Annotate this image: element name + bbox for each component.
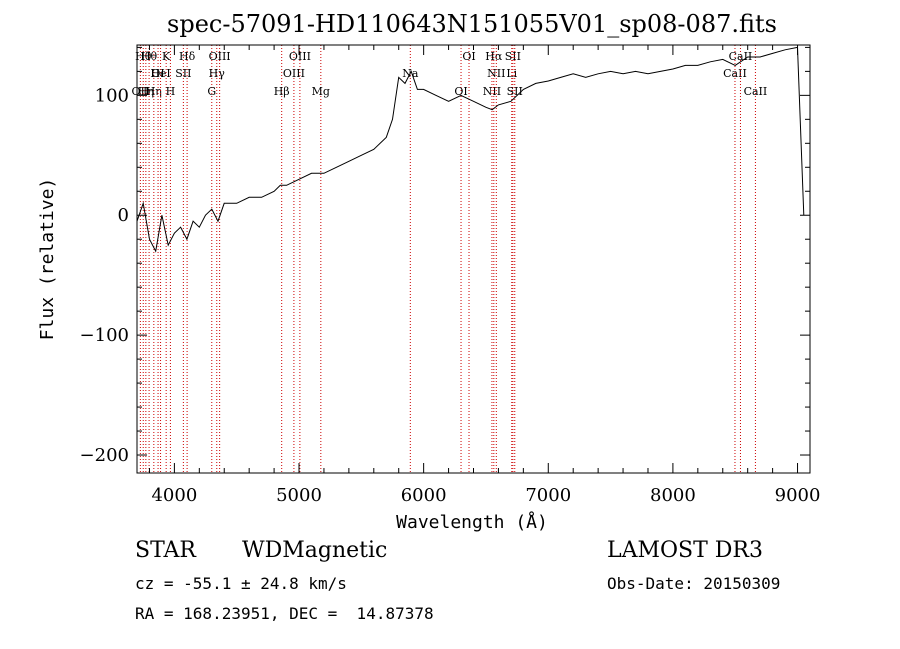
spectral-line-label: Hη [146, 85, 162, 98]
spectral-line-label: Hγ [209, 67, 226, 80]
spectral-line-label: Mg [312, 85, 330, 98]
spectral-line-label: Hη [138, 85, 154, 98]
ticks-layer: 4000 5000 6000 7000 8000 9000 −200 −100 0 100 [80, 45, 821, 506]
spectral-line-label: SII [505, 50, 521, 63]
spectral-line-label: Hθ [141, 50, 158, 63]
spectral-line-label: Hθ [135, 50, 152, 63]
spectral-line-label: NII [487, 67, 505, 80]
y-tick-label: −200 [80, 445, 129, 466]
y-tick-label: 0 [118, 205, 129, 226]
y-axis-label: Flux (relative) [37, 178, 58, 341]
spectral-line-label: OIII [283, 67, 305, 80]
redshift-text: cz = -55.1 ± 24.8 km/s [135, 574, 347, 593]
spectral-line-label: NII [483, 85, 501, 98]
spectral-line-label: Hδ [179, 50, 196, 63]
x-axis-label: Wavelength (Å) [396, 511, 548, 533]
object-class: STAR [135, 538, 196, 563]
spectral-line-label: OIII [209, 50, 231, 63]
x-tick-label: 9000 [775, 485, 821, 506]
x-tick-label: 5000 [276, 485, 322, 506]
spectral-line-label: SII [175, 67, 191, 80]
x-tick-label: 4000 [151, 485, 197, 506]
spectral-lines-layer: OIIHθHηHθHηOIHeIKHSIIHδGHγOIIIHβOIIIOIII… [132, 45, 768, 473]
object-subclass: WDMagnetic [242, 538, 388, 563]
obs-date-text: Obs-Date: 20150309 [607, 574, 781, 593]
x-tick-label: 7000 [525, 485, 571, 506]
spectral-line-label: OIII [289, 50, 311, 63]
spectral-line-label: OI [151, 67, 164, 80]
plot-frame [136, 44, 811, 474]
spectral-line-label: H [166, 85, 176, 98]
spectral-line-label: CaII [723, 67, 747, 80]
spectral-line-label: CaII [729, 50, 753, 63]
x-tick-label: 8000 [650, 485, 696, 506]
coordinates-text: RA = 168.23951, DEC = 14.87378 [135, 604, 434, 623]
spectral-line-label: SII [507, 85, 523, 98]
spectral-line-label: K [162, 50, 171, 63]
spectral-line-label: Hβ [274, 85, 290, 98]
spectral-line-label: HeI [150, 67, 170, 80]
y-tick-label: −100 [80, 325, 129, 346]
spectral-line-label: Hα [485, 50, 503, 63]
spectrum-series-line [136, 46, 805, 253]
series-layer [136, 46, 805, 253]
spectral-line-label: CaII [744, 85, 768, 98]
x-tick-label: 6000 [401, 485, 447, 506]
y-tick-label: 100 [95, 85, 129, 106]
spectral-line-label: OI [462, 50, 475, 63]
survey-name: LAMOST DR3 [607, 538, 763, 563]
spectral-line-label: Li [506, 67, 517, 80]
spectral-line-label: OI [454, 85, 467, 98]
spectral-line-label: G [207, 85, 216, 98]
spectral-line-label: OII [132, 85, 150, 98]
chart-title: spec-57091-HD110643N151055V01_sp08-087.f… [167, 10, 777, 38]
